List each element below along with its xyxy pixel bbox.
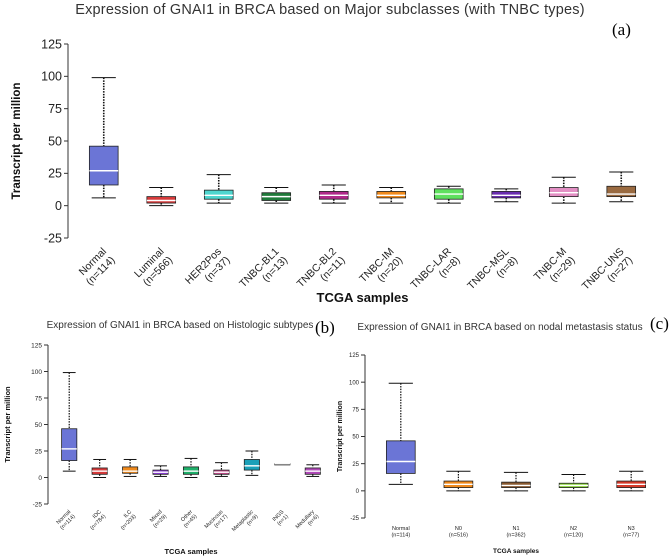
y-tick-label: 75 <box>352 407 359 413</box>
y-tick-label: 0 <box>38 475 42 482</box>
y-axis-label: Transcript per million <box>11 83 23 200</box>
box-group <box>146 187 177 207</box>
box-group <box>243 450 260 476</box>
y-axis-label: Transcript per million <box>337 401 344 472</box>
x-axis-label: TCGA samples <box>493 548 539 555</box>
box-group <box>501 471 531 492</box>
y-tick-label: 125 <box>31 342 42 349</box>
box-group <box>182 457 200 478</box>
y-tick-label: 0 <box>356 489 360 495</box>
y-tick-label: 75 <box>48 102 62 116</box>
y-tick-label: 125 <box>41 37 62 51</box>
x-category-label: N0 (n=516) <box>449 526 468 538</box>
y-tick-label: -25 <box>350 516 359 522</box>
box-group <box>606 171 637 203</box>
box-rect <box>606 185 637 198</box>
box-group <box>91 458 108 478</box>
box-group <box>616 470 646 492</box>
box-group <box>491 188 522 203</box>
x-category-label: Normal(n=114) <box>391 526 410 538</box>
panel-label-c: (c) <box>650 314 669 333</box>
chart-b-title: Expression of GNAI1 in BRCA based on His… <box>46 320 314 331</box>
chart-a-title: Expression of GNAI1 in BRCA based on Maj… <box>75 2 585 18</box>
box-group <box>548 176 579 204</box>
box-group <box>61 372 78 472</box>
y-tick-label: 50 <box>35 422 43 429</box>
box-group <box>261 187 292 204</box>
y-tick-label: 25 <box>352 462 359 468</box>
box-rect <box>243 459 260 471</box>
y-tick-label: 25 <box>48 167 62 181</box>
box-group <box>122 458 139 477</box>
y-tick-label: -25 <box>33 501 43 508</box>
y-tick-label: 0 <box>55 199 62 213</box>
box-group <box>304 464 321 477</box>
y-tick-label: 100 <box>41 70 62 84</box>
box-group <box>88 77 119 199</box>
y-tick-label: 75 <box>35 395 43 402</box>
y-tick-label: 25 <box>35 448 43 455</box>
y-axis-label: Transcript per million <box>3 386 12 463</box>
box-group <box>443 470 474 492</box>
y-tick-label: 50 <box>48 134 62 148</box>
y-tick-label: 50 <box>352 435 359 441</box>
box-rect <box>122 466 139 474</box>
x-category-label: N2 (n=120) <box>564 526 583 538</box>
y-tick-label: 100 <box>349 380 360 386</box>
box-rect <box>61 428 78 461</box>
chart-c-title: Expression of GNAI1 in BRCA based on nod… <box>357 322 643 333</box>
box-group <box>213 462 230 477</box>
box-group <box>318 184 349 204</box>
box-group <box>385 382 416 485</box>
panel-label-b: (b) <box>315 318 335 337</box>
box-group <box>203 174 234 204</box>
box-rect <box>385 440 416 474</box>
box-group <box>152 465 169 477</box>
y-tick-label: 125 <box>349 353 360 359</box>
x-axis-label: TCGA samples <box>164 547 217 556</box>
box-group <box>433 185 464 204</box>
x-axis-label: TCGA samples <box>317 290 409 305</box>
y-tick-label: -25 <box>44 231 62 245</box>
box-group <box>376 187 407 204</box>
y-tick-label: 100 <box>31 369 42 376</box>
box-group <box>274 463 291 466</box>
box-group <box>558 474 589 492</box>
panel-label-a: (a) <box>612 20 631 39</box>
box-rect <box>88 145 119 186</box>
x-category-label: N1 (n=362) <box>506 526 525 538</box>
x-category-label: N3 (n=77) <box>623 526 639 538</box>
